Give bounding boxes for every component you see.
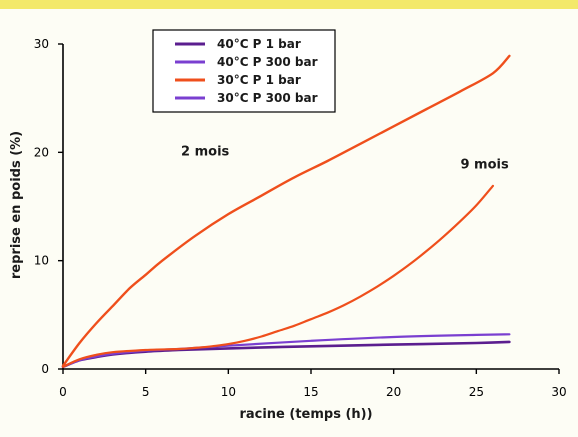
x-tick-label: 10 [221, 385, 236, 399]
y-axis-title: reprise en poids (%) [9, 131, 24, 279]
legend-label-2: 40°C P 300 bar [217, 55, 318, 69]
legend-label-1: 40°C P 1 bar [217, 37, 301, 51]
series-line-4 [61, 184, 494, 368]
y-tick-label: 20 [34, 145, 49, 159]
series-line-1 [61, 340, 511, 369]
series-line-3 [61, 54, 511, 367]
top-banner [0, 0, 578, 9]
x-axis-title: racine (temps (h)) [239, 407, 372, 422]
y-tick-label: 30 [34, 37, 49, 51]
legend: 40°C P 1 bar 40°C P 300 bar 30°C P 1 bar 30… [152, 29, 336, 113]
annotation-1: 2 mois [181, 145, 230, 160]
legend-label-3: 30°C P 1 bar [217, 73, 301, 87]
legend-label-4: 30°C P 300 bar [217, 91, 318, 105]
x-tick-label: 5 [142, 385, 150, 399]
y-tick-label: 0 [41, 362, 49, 376]
annotation-2: 9 mois [460, 158, 509, 173]
x-tick-label: 25 [469, 385, 484, 399]
x-tick-label: 20 [386, 385, 401, 399]
plot-area: 0 5 10 15 20 25 30 0 10 20 30 [34, 37, 567, 399]
series-group [61, 54, 511, 369]
y-tick-label: 10 [34, 254, 49, 268]
x-tick-label: 0 [59, 385, 67, 399]
x-tick-label: 15 [303, 385, 318, 399]
annotations: 2 mois 9 mois [181, 145, 509, 173]
x-tick-label: 30 [551, 385, 566, 399]
